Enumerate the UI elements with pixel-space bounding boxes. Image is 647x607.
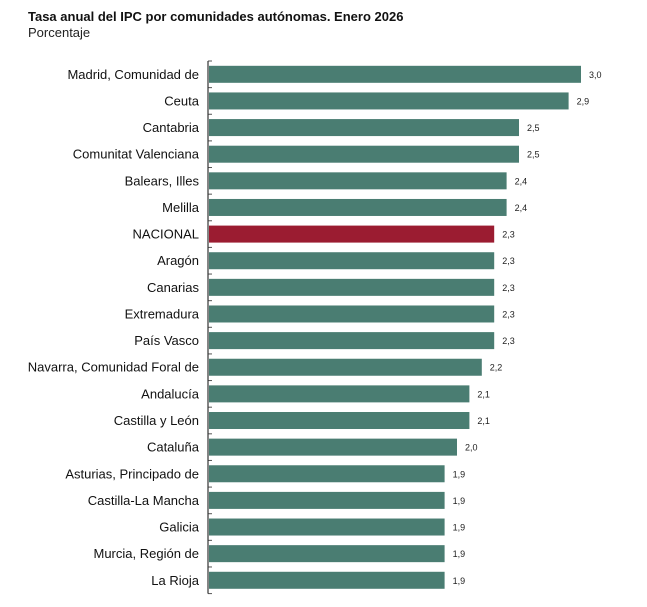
value-label: 1,9 xyxy=(453,523,466,533)
category-label: Castilla-La Mancha xyxy=(88,493,200,508)
bar xyxy=(209,545,445,563)
value-label: 2,1 xyxy=(477,389,490,399)
category-label: Comunitat Valenciana xyxy=(73,147,200,162)
value-label: 2,5 xyxy=(527,150,540,160)
value-label: 2,4 xyxy=(515,176,528,186)
value-label: 2,4 xyxy=(515,203,528,213)
bar xyxy=(209,358,482,376)
value-label: 3,0 xyxy=(589,70,602,80)
bar xyxy=(209,198,507,216)
value-label: 1,9 xyxy=(453,469,466,479)
bar xyxy=(209,65,581,83)
value-label: 2,3 xyxy=(502,309,515,319)
category-label: La Rioja xyxy=(151,573,199,588)
category-label: NACIONAL xyxy=(133,227,199,242)
bar xyxy=(209,571,445,589)
category-label: Extremadura xyxy=(125,306,200,321)
category-label: Canarias xyxy=(147,280,200,295)
category-label: Ceuta xyxy=(164,93,199,108)
bar xyxy=(209,412,470,430)
value-label: 1,9 xyxy=(453,549,466,559)
category-label: Balears, Illes xyxy=(125,173,200,188)
bar xyxy=(209,518,445,536)
chart-subtitle: Porcentaje xyxy=(28,25,91,40)
category-label: Andalucía xyxy=(141,386,200,401)
bar xyxy=(209,332,495,350)
category-label: Asturias, Principado de xyxy=(65,466,199,481)
bar xyxy=(209,438,457,456)
value-label: 1,9 xyxy=(453,496,466,506)
value-label: 2,9 xyxy=(577,96,590,106)
bar xyxy=(209,385,470,403)
value-label: 2,3 xyxy=(502,230,515,240)
bar xyxy=(209,119,519,137)
bar xyxy=(209,145,519,163)
chart-title: Tasa anual del IPC por comunidades autón… xyxy=(28,9,404,24)
bar xyxy=(209,252,495,270)
value-label: 2,0 xyxy=(465,443,478,453)
category-label: Galicia xyxy=(159,520,200,535)
bar xyxy=(209,305,495,323)
value-label: 2,2 xyxy=(490,363,503,373)
bar xyxy=(209,465,445,483)
category-label: Cantabria xyxy=(143,120,200,135)
category-label: Murcia, Región de xyxy=(94,546,200,561)
value-label: 2,3 xyxy=(502,283,515,293)
bar xyxy=(209,172,507,190)
category-label: Madrid, Comunidad de xyxy=(67,67,199,82)
value-label: 1,9 xyxy=(453,576,466,586)
value-label: 2,3 xyxy=(502,256,515,266)
category-label: Navarra, Comunidad Foral de xyxy=(28,360,199,375)
category-label: Aragón xyxy=(157,253,199,268)
category-label: País Vasco xyxy=(134,333,199,348)
bar xyxy=(209,225,495,243)
bar xyxy=(209,278,495,296)
bar xyxy=(209,92,569,110)
category-label: Castilla y León xyxy=(114,413,199,428)
category-label: Cataluña xyxy=(147,440,200,455)
value-label: 2,5 xyxy=(527,123,540,133)
value-label: 2,1 xyxy=(477,416,490,426)
value-label: 2,3 xyxy=(502,336,515,346)
bar xyxy=(209,491,445,509)
category-label: Melilla xyxy=(162,200,200,215)
